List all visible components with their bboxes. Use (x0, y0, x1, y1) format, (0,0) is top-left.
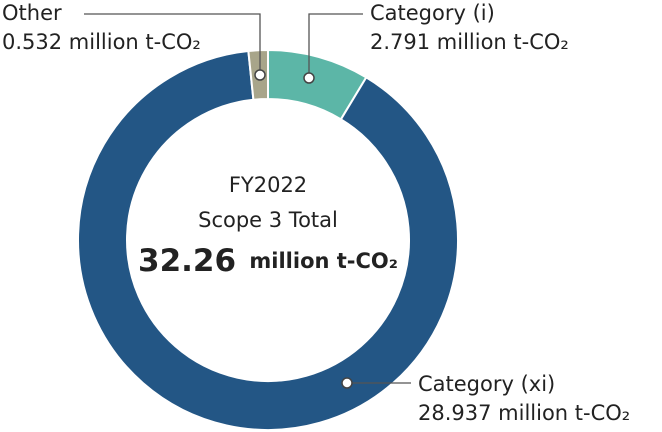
slices (77, 48, 459, 431)
center-subtitle: Scope 3 Total (198, 208, 338, 232)
value-label: 0.532 million t-CO₂ (2, 30, 201, 54)
leader-line (308, 13, 363, 78)
leader-dot (341, 377, 353, 389)
center-title: FY2022 (229, 173, 307, 197)
label-name: Other (2, 1, 62, 25)
label-name: Category (i) (370, 1, 495, 25)
value-label: 28.937 million t-CO₂ (418, 401, 630, 425)
leader-dot (254, 69, 266, 81)
value-label: 2.791 million t-CO₂ (370, 30, 569, 54)
total-value: 32.26 (138, 243, 236, 279)
leader-line (84, 13, 261, 75)
donut-slice (77, 49, 459, 431)
label-name: Category (xi) (418, 372, 555, 396)
leader-dot (303, 72, 315, 84)
total-unit: million t-CO₂ (249, 249, 398, 273)
center-total: 32.26 million t-CO₂ (138, 243, 398, 279)
